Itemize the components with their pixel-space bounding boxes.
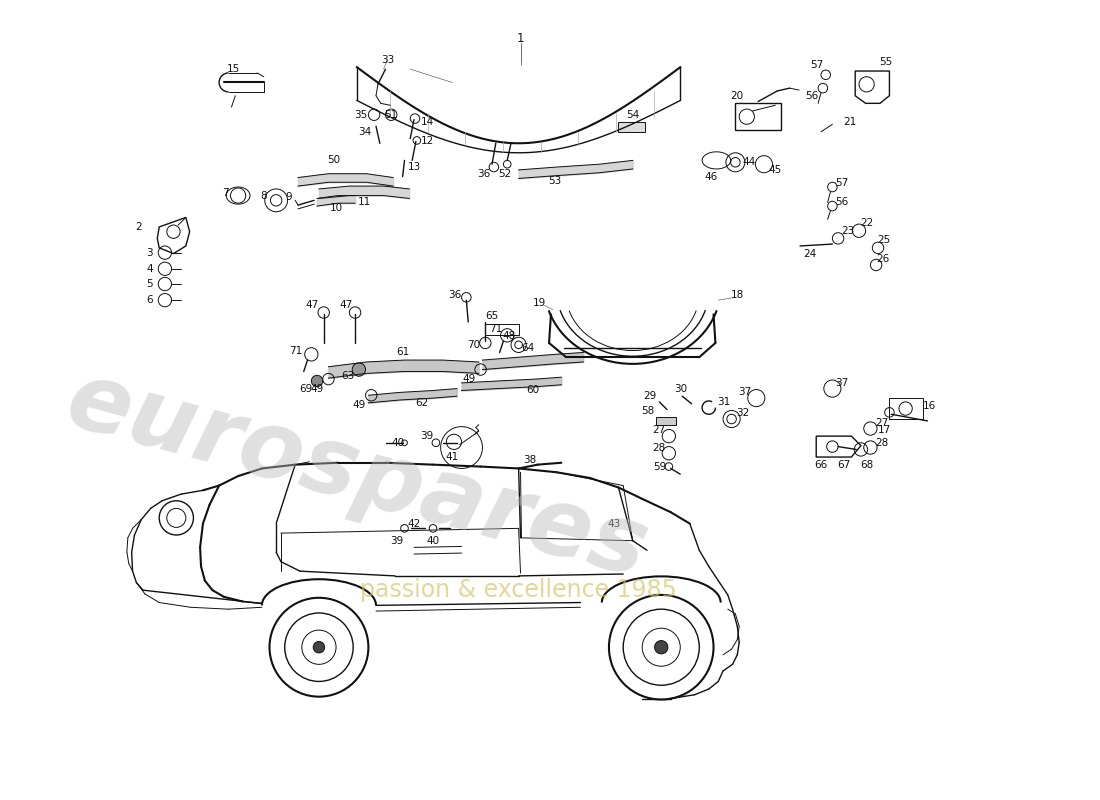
- Text: 40: 40: [392, 438, 405, 448]
- Text: 22: 22: [860, 218, 873, 228]
- Text: eurospares: eurospares: [56, 354, 658, 598]
- Text: 51: 51: [385, 110, 398, 120]
- Text: 4: 4: [146, 264, 153, 274]
- Text: 70: 70: [468, 340, 481, 350]
- Text: 28: 28: [652, 442, 666, 453]
- Text: 30: 30: [673, 383, 686, 394]
- Text: 1: 1: [517, 32, 525, 45]
- Text: 18: 18: [730, 290, 744, 301]
- Text: 21: 21: [843, 118, 856, 127]
- Text: 52: 52: [498, 169, 512, 178]
- Circle shape: [311, 375, 322, 386]
- Bar: [890, 398, 923, 419]
- Text: 19: 19: [532, 298, 547, 308]
- Text: 33: 33: [381, 54, 394, 65]
- Bar: [656, 417, 676, 425]
- Text: 45: 45: [769, 165, 782, 175]
- Text: 47: 47: [339, 300, 352, 310]
- Text: 34: 34: [358, 127, 371, 137]
- Text: 35: 35: [354, 110, 367, 120]
- Text: 28: 28: [876, 438, 889, 448]
- Text: 27: 27: [652, 426, 666, 435]
- Text: 60: 60: [526, 386, 539, 395]
- Text: 23: 23: [842, 226, 855, 236]
- Text: 49: 49: [462, 374, 476, 384]
- Text: 36: 36: [476, 169, 491, 178]
- Text: 58: 58: [641, 406, 654, 417]
- Text: 56: 56: [835, 198, 848, 207]
- Text: 55: 55: [879, 57, 892, 66]
- Text: 44: 44: [742, 158, 756, 167]
- Text: 2: 2: [135, 222, 142, 232]
- Circle shape: [314, 642, 324, 653]
- Text: 65: 65: [485, 311, 498, 322]
- Text: 3: 3: [146, 248, 153, 258]
- Bar: [485, 324, 518, 335]
- Bar: [618, 122, 645, 132]
- Text: 61: 61: [396, 347, 409, 358]
- Text: 31: 31: [717, 397, 730, 407]
- Text: 40: 40: [427, 536, 440, 546]
- Text: 7: 7: [222, 188, 229, 198]
- Text: 48: 48: [503, 331, 516, 342]
- Text: 63: 63: [341, 371, 354, 382]
- Text: 49: 49: [352, 400, 365, 410]
- Text: 54: 54: [626, 110, 639, 120]
- Text: 71: 71: [289, 346, 302, 355]
- Text: 8: 8: [261, 190, 267, 201]
- Text: 29: 29: [644, 391, 657, 401]
- Text: 12: 12: [420, 136, 434, 146]
- Circle shape: [654, 641, 668, 654]
- Text: 69: 69: [299, 383, 312, 394]
- Text: 20: 20: [730, 90, 744, 101]
- Text: 49: 49: [310, 383, 323, 394]
- Text: 15: 15: [227, 64, 240, 74]
- Bar: [736, 103, 781, 130]
- Text: 41: 41: [446, 452, 459, 462]
- Text: 39: 39: [390, 536, 404, 546]
- Text: 47: 47: [306, 300, 319, 310]
- Text: 59: 59: [652, 462, 666, 471]
- Text: 36: 36: [449, 290, 462, 301]
- Text: 66: 66: [814, 460, 827, 470]
- Text: 11: 11: [358, 198, 371, 207]
- Text: 32: 32: [736, 408, 749, 418]
- Text: 57: 57: [835, 178, 848, 188]
- Text: 37: 37: [835, 378, 848, 388]
- Text: 62: 62: [415, 398, 428, 408]
- Text: 64: 64: [521, 342, 535, 353]
- Text: 25: 25: [877, 235, 890, 246]
- Text: 50: 50: [328, 155, 341, 166]
- Text: 9: 9: [285, 191, 292, 202]
- Text: 57: 57: [811, 60, 824, 70]
- Text: 10: 10: [330, 203, 342, 213]
- Text: 56: 56: [805, 90, 818, 101]
- Text: 38: 38: [524, 455, 537, 465]
- Text: 37: 37: [738, 387, 751, 398]
- Text: 6: 6: [146, 295, 153, 305]
- Text: 13: 13: [407, 162, 420, 172]
- Text: 39: 39: [420, 431, 433, 441]
- Text: 5: 5: [146, 279, 153, 289]
- Text: 68: 68: [860, 460, 873, 470]
- Text: 24: 24: [803, 249, 816, 258]
- Text: 26: 26: [877, 254, 890, 264]
- Text: 27: 27: [876, 418, 889, 428]
- Text: 14: 14: [420, 118, 434, 127]
- Text: 67: 67: [837, 460, 850, 470]
- Text: passion & excellence 1985: passion & excellence 1985: [360, 578, 678, 602]
- Text: 46: 46: [704, 171, 717, 182]
- Text: 53: 53: [548, 176, 561, 186]
- Text: 16: 16: [923, 401, 936, 410]
- Text: 42: 42: [407, 518, 420, 529]
- Circle shape: [352, 363, 365, 376]
- Text: 17: 17: [878, 426, 891, 435]
- Text: 71: 71: [490, 324, 503, 334]
- Text: 43: 43: [607, 518, 620, 529]
